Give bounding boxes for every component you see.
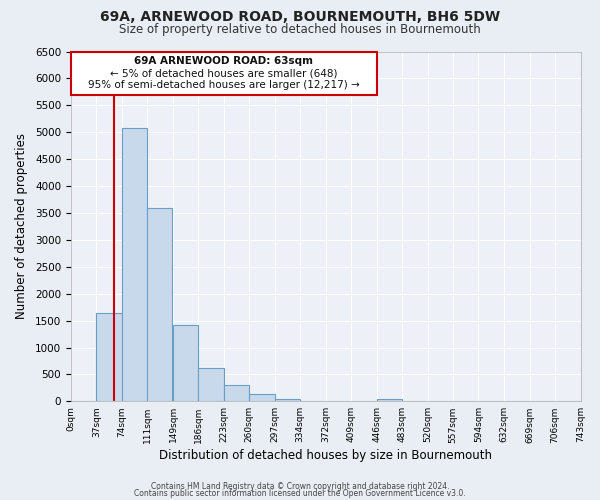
Bar <box>71 52 377 94</box>
Text: 69A ARNEWOOD ROAD: 63sqm: 69A ARNEWOOD ROAD: 63sqm <box>134 56 313 66</box>
Bar <box>199 368 224 402</box>
Bar <box>96 312 122 402</box>
Bar <box>173 325 199 402</box>
Text: 69A, ARNEWOOD ROAD, BOURNEMOUTH, BH6 5DW: 69A, ARNEWOOD ROAD, BOURNEMOUTH, BH6 5DW <box>100 10 500 24</box>
Bar <box>147 208 172 402</box>
Text: ← 5% of detached houses are smaller (648): ← 5% of detached houses are smaller (648… <box>110 68 338 78</box>
Bar <box>377 398 402 402</box>
X-axis label: Distribution of detached houses by size in Bournemouth: Distribution of detached houses by size … <box>159 450 492 462</box>
Bar <box>249 394 275 402</box>
Y-axis label: Number of detached properties: Number of detached properties <box>15 134 28 320</box>
Text: Size of property relative to detached houses in Bournemouth: Size of property relative to detached ho… <box>119 22 481 36</box>
Text: 95% of semi-detached houses are larger (12,217) →: 95% of semi-detached houses are larger (… <box>88 80 360 90</box>
Text: Contains public sector information licensed under the Open Government Licence v3: Contains public sector information licen… <box>134 489 466 498</box>
Text: Contains HM Land Registry data © Crown copyright and database right 2024.: Contains HM Land Registry data © Crown c… <box>151 482 449 491</box>
Bar <box>224 385 249 402</box>
Bar <box>275 398 300 402</box>
Bar <box>122 128 147 402</box>
